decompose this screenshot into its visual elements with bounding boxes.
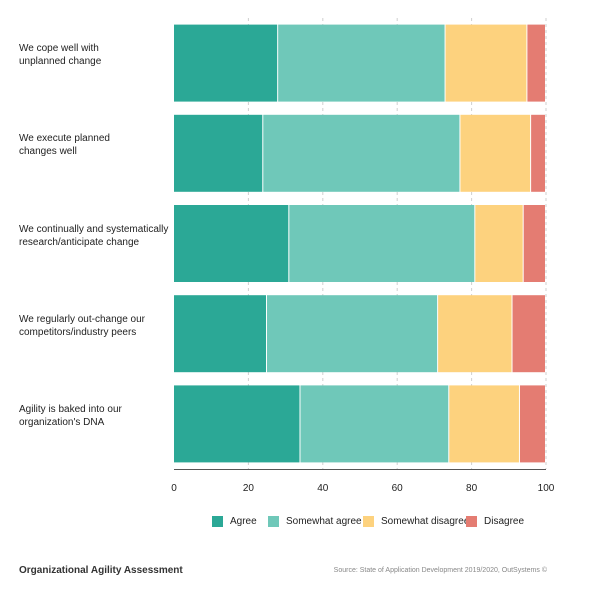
x-tick-label: 100 [538, 483, 555, 494]
bar-segment [300, 385, 449, 463]
bar-segment [475, 205, 523, 282]
x-tick-label: 80 [466, 483, 478, 494]
bar-segment [174, 205, 289, 282]
x-tick-label: 60 [392, 483, 404, 494]
bar-segment [449, 385, 519, 463]
bar-segment [438, 295, 512, 373]
legend-item: Somewhat agree [268, 516, 362, 527]
bar-segment [174, 24, 278, 102]
bar-segment [445, 24, 527, 102]
category-label-line: We execute planned [19, 133, 110, 145]
bar-segment [519, 385, 545, 463]
bars [174, 24, 545, 463]
x-tick-label: 40 [317, 483, 329, 494]
bar-segment [523, 205, 545, 282]
chart-title: Organizational Agility Assessment [19, 565, 183, 576]
bar-segment [460, 114, 531, 192]
bar-segment [278, 24, 445, 102]
bar-segment [267, 295, 438, 373]
category-label: We continually and systematically researc… [19, 223, 169, 249]
bar-segment [263, 114, 460, 192]
category-label-line: We regularly out-change our [19, 313, 145, 325]
legend-label: Disagree [484, 516, 525, 527]
legend-item: Somewhat disagree [363, 516, 469, 527]
legend-item: Disagree [466, 516, 524, 527]
category-label: We cope well with unplanned change [19, 42, 169, 68]
legend-item: Agree [212, 516, 257, 527]
bar-segment [289, 205, 475, 282]
x-tick-label: 0 [171, 483, 177, 494]
bar-segment [174, 114, 263, 192]
category-label-line: We cope well with [19, 43, 99, 55]
legend: Agree Somewhat agree Somewhat disagree Disa… [0, 516, 596, 532]
bar-segment [527, 24, 545, 102]
x-tick-label: 20 [243, 483, 255, 494]
bar-segment [512, 295, 545, 373]
category-label-line: Agility is baked into our [19, 403, 122, 415]
bar-segment [174, 385, 300, 463]
legend-label: Somewhat agree [286, 516, 362, 527]
legend-label: Agree [230, 516, 257, 527]
legend-swatch [268, 516, 279, 527]
category-label-line: research/anticipate change [19, 236, 140, 248]
category-label: We regularly out-change our competitors/i… [19, 313, 169, 339]
category-label-line: unplanned change [19, 56, 102, 68]
category-label-line: organization's DNA [19, 416, 105, 428]
bar-segment [174, 295, 266, 373]
legend-swatch [466, 516, 477, 527]
legend-swatch [363, 516, 374, 527]
category-label-line: We continually and systematically [19, 223, 169, 235]
legend-label: Somewhat disagree [381, 516, 470, 527]
category-label: We execute planned changes well [19, 132, 169, 158]
category-label: Agility is baked into our organization's … [19, 403, 169, 429]
source-note: Source: State of Application Development… [333, 567, 547, 574]
category-label-line: changes well [19, 146, 77, 158]
x-axis-ticks: 0 20 40 60 80 100 [171, 483, 555, 494]
legend-swatch [212, 516, 223, 527]
category-label-line: competitors/industry peers [19, 326, 137, 338]
bar-segment [531, 114, 545, 192]
